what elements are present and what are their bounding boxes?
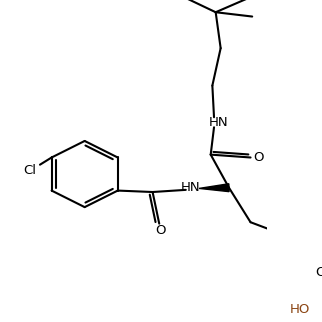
Text: HN: HN [181,181,201,194]
Text: O: O [254,151,264,164]
Text: HN: HN [209,117,229,129]
Text: HO: HO [290,303,310,317]
Polygon shape [199,184,229,192]
Text: Cl: Cl [24,164,36,177]
Text: O: O [315,266,322,279]
Text: O: O [156,224,166,237]
